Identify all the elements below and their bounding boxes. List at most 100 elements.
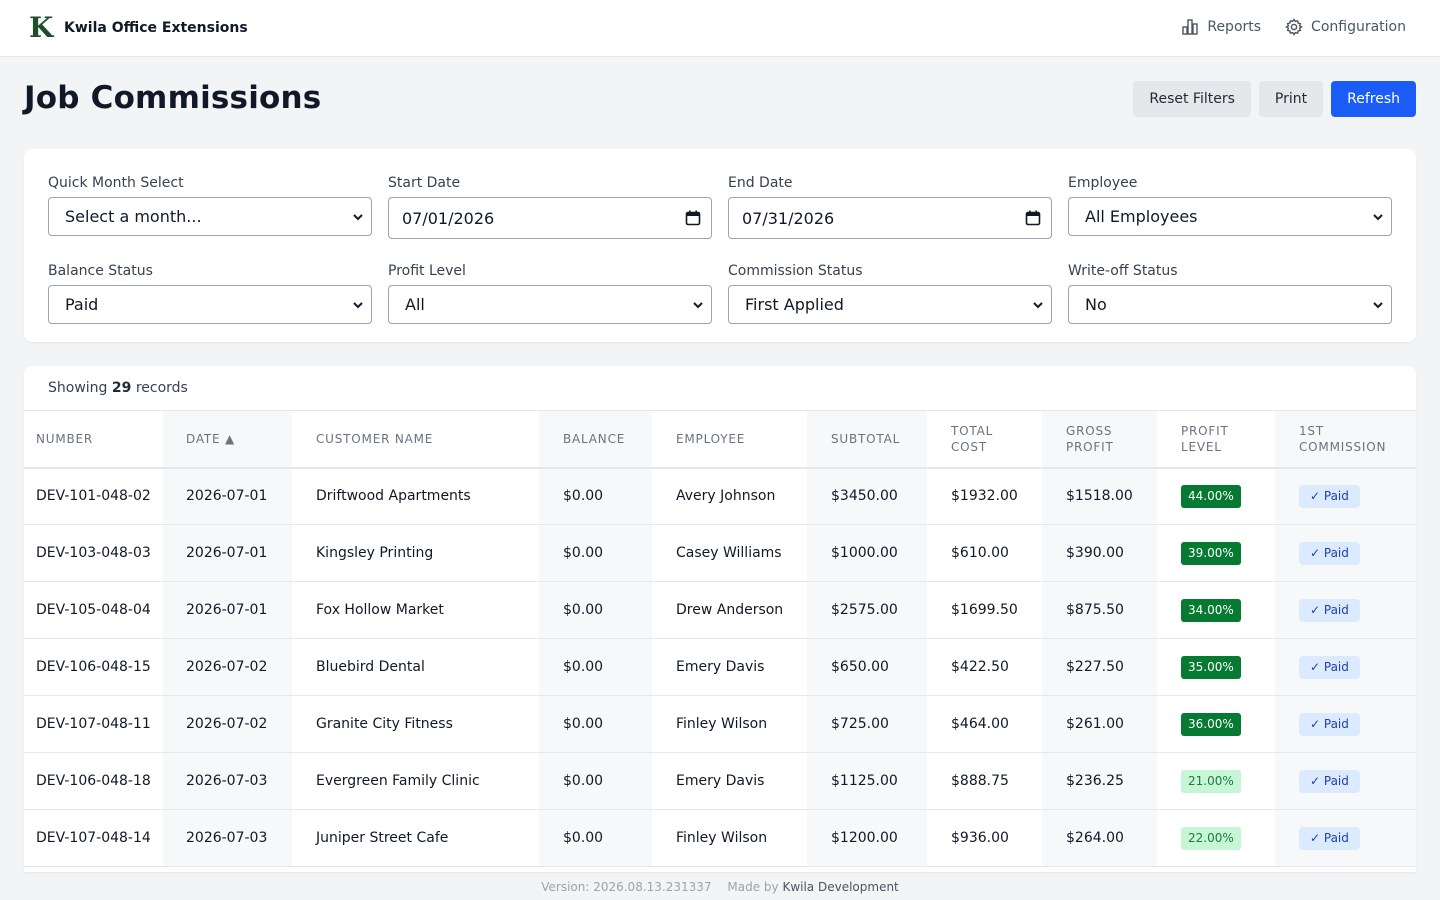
cell-customer: Granite City Fitness: [292, 695, 539, 753]
column-header-subtotal[interactable]: Subtotal: [807, 410, 927, 469]
balance-status-select[interactable]: Paid: [48, 285, 372, 324]
cell-subtotal: $1200.00: [807, 809, 927, 867]
profit-level-badge: 21.00%: [1181, 769, 1241, 793]
cell-total-cost: $422.50: [927, 638, 1042, 696]
cell-date: 2026-07-03: [163, 752, 292, 810]
table-row[interactable]: DEV-107-048-11 2026-07-02 Granite City Fit…: [24, 695, 1416, 753]
cell-customer: Kingsley Printing: [292, 524, 539, 582]
calendar-icon[interactable]: [1025, 210, 1041, 226]
employee-label: Employee: [1068, 175, 1138, 191]
cell-commission: ✓ Paid: [1275, 695, 1416, 753]
column-header-date[interactable]: Date ▲: [163, 410, 292, 469]
paid-status-badge: ✓ Paid: [1299, 598, 1360, 622]
column-header-number[interactable]: Number: [24, 410, 163, 469]
cell-gross-profit: $875.50: [1042, 581, 1157, 639]
paid-status-badge: ✓ Paid: [1299, 541, 1360, 565]
cell-profit-level: 36.00%: [1157, 695, 1275, 753]
cell-employee: Casey Williams: [652, 524, 807, 582]
profit-level-badge: 44.00%: [1181, 484, 1241, 508]
paid-status-badge: ✓ Paid: [1299, 655, 1360, 679]
cell-balance: $0.00: [539, 524, 652, 582]
cell-commission: ✓ Paid: [1275, 581, 1416, 639]
paid-status-badge: ✓ Paid: [1299, 484, 1360, 508]
footer: Version: 2026.08.13.231337 Made by Kwila…: [0, 880, 1440, 894]
paid-status-badge: ✓ Paid: [1299, 769, 1360, 793]
balance-status-label: Balance Status: [48, 263, 153, 279]
cell-total-cost: $464.00: [927, 695, 1042, 753]
chevron-down-icon: [1033, 301, 1043, 308]
writeoff-status-field: Write-off Status No: [1068, 263, 1392, 324]
profit-level-badge: 39.00%: [1181, 541, 1241, 565]
cell-employee: Avery Johnson: [652, 467, 807, 525]
employee-value: All Employees: [1085, 207, 1198, 226]
cell-employee: Finley Wilson: [652, 809, 807, 867]
column-header-balance[interactable]: Balance: [539, 410, 652, 469]
cell-number: DEV-107-048-14: [24, 809, 163, 867]
commission-status-field: Commission Status First Applied: [728, 263, 1052, 324]
profit-level-badge: 35.00%: [1181, 655, 1241, 679]
cell-gross-profit: $264.00: [1042, 809, 1157, 867]
cell-profit-level: 39.00%: [1157, 524, 1275, 582]
bar-chart-icon: [1182, 19, 1199, 35]
profit-level-badge: 34.00%: [1181, 598, 1241, 622]
records-suffix: records: [135, 380, 188, 396]
quick-month-select[interactable]: Select a month...: [48, 197, 372, 236]
cell-subtotal: $2575.00: [807, 581, 927, 639]
end-date-input[interactable]: 07/31/2026: [728, 197, 1052, 239]
profit-level-badge: 22.00%: [1181, 826, 1241, 850]
cell-balance: $0.00: [539, 467, 652, 525]
table-row[interactable]: DEV-106-048-18 2026-07-03 Evergreen Family…: [24, 752, 1416, 810]
start-date-input[interactable]: 07/01/2026: [388, 197, 712, 239]
paid-status-badge: ✓ Paid: [1299, 826, 1360, 850]
nav-reports[interactable]: Reports: [1181, 18, 1261, 36]
cell-total-cost: $936.00: [927, 809, 1042, 867]
reset-filters-button[interactable]: Reset Filters: [1133, 81, 1251, 117]
cell-customer: Bluebird Dental: [292, 638, 539, 696]
print-button[interactable]: Print: [1258, 81, 1324, 117]
cell-profit-level: 34.00%: [1157, 581, 1275, 639]
writeoff-status-select[interactable]: No: [1068, 285, 1392, 324]
cell-subtotal: $1125.00: [807, 752, 927, 810]
company-link[interactable]: Kwila Development: [782, 880, 899, 894]
column-header-profit-level[interactable]: Profit Level: [1157, 410, 1275, 469]
cell-date: 2026-07-01: [163, 467, 292, 525]
cell-number: DEV-106-048-15: [24, 638, 163, 696]
writeoff-status-label: Write-off Status: [1068, 263, 1178, 279]
column-header-gross-profit[interactable]: Gross Profit: [1042, 410, 1157, 469]
commission-status-select[interactable]: First Applied: [728, 285, 1052, 324]
table-row[interactable]: DEV-107-048-14 2026-07-03 Juniper Street C…: [24, 809, 1416, 867]
column-header-total-cost[interactable]: Total Cost: [927, 410, 1042, 469]
cell-number: DEV-106-048-18: [24, 752, 163, 810]
commissions-table: Number Date ▲ Customer Name Balance Empl…: [24, 410, 1416, 867]
table-row[interactable]: DEV-106-048-15 2026-07-02 Bluebird Dental $…: [24, 638, 1416, 696]
cell-commission: ✓ Paid: [1275, 467, 1416, 525]
cell-date: 2026-07-02: [163, 638, 292, 696]
cell-date: 2026-07-01: [163, 581, 292, 639]
profit-level-select[interactable]: All: [388, 285, 712, 324]
cell-number: DEV-107-048-11: [24, 695, 163, 753]
calendar-icon[interactable]: [685, 210, 701, 226]
nav-configuration[interactable]: Configuration: [1285, 18, 1406, 36]
cell-gross-profit: $236.25: [1042, 752, 1157, 810]
records-number: 29: [111, 380, 132, 396]
cell-number: DEV-101-048-02: [24, 467, 163, 525]
cell-subtotal: $725.00: [807, 695, 927, 753]
column-header-customer[interactable]: Customer Name: [292, 410, 539, 469]
table-row[interactable]: DEV-101-048-02 2026-07-01 Driftwood Apartm…: [24, 467, 1416, 525]
column-header-commission[interactable]: 1st Commission: [1275, 410, 1416, 469]
refresh-button[interactable]: Refresh: [1331, 81, 1416, 117]
filters-panel: Quick Month Select Select a month... Sta…: [24, 149, 1416, 342]
employee-select[interactable]: All Employees: [1068, 197, 1392, 236]
nav-links: Reports Configuration: [1181, 18, 1406, 36]
cell-balance: $0.00: [539, 695, 652, 753]
brand[interactable]: K Kwila Office Extensions: [29, 14, 248, 42]
cell-date: 2026-07-02: [163, 695, 292, 753]
cell-number: DEV-103-048-03: [24, 524, 163, 582]
table-row[interactable]: DEV-103-048-03 2026-07-01 Kingsley Printin…: [24, 524, 1416, 582]
table-row[interactable]: DEV-105-048-04 2026-07-01 Fox Hollow Marke…: [24, 581, 1416, 639]
table-header-row: Number Date ▲ Customer Name Balance Empl…: [24, 410, 1416, 469]
kwila-logo: K: [29, 11, 54, 44]
column-header-employee[interactable]: Employee: [652, 410, 807, 469]
cell-customer: Fox Hollow Market: [292, 581, 539, 639]
top-nav: K Kwila Office Extensions Reports Config…: [0, 0, 1440, 57]
